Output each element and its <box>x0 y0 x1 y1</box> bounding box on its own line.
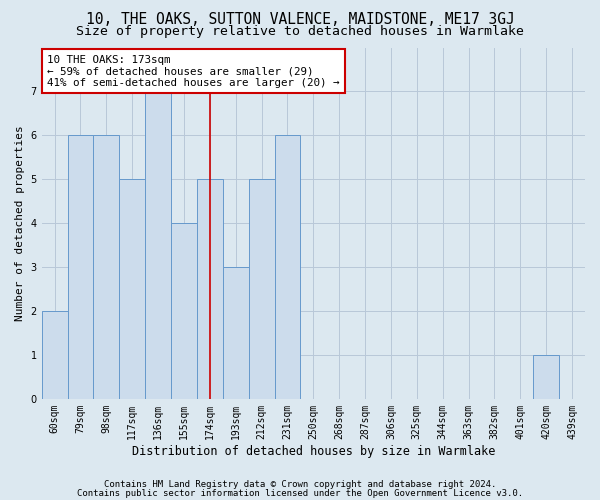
Bar <box>119 180 145 399</box>
Bar <box>197 180 223 399</box>
Bar <box>145 92 171 399</box>
X-axis label: Distribution of detached houses by size in Warmlake: Distribution of detached houses by size … <box>131 444 495 458</box>
Text: Contains HM Land Registry data © Crown copyright and database right 2024.: Contains HM Land Registry data © Crown c… <box>104 480 496 489</box>
Bar <box>41 311 68 399</box>
Text: 10 THE OAKS: 173sqm
← 59% of detached houses are smaller (29)
41% of semi-detach: 10 THE OAKS: 173sqm ← 59% of detached ho… <box>47 54 340 88</box>
Bar <box>223 267 248 399</box>
Bar <box>248 180 275 399</box>
Y-axis label: Number of detached properties: Number of detached properties <box>15 126 25 321</box>
Text: Size of property relative to detached houses in Warmlake: Size of property relative to detached ho… <box>76 25 524 38</box>
Bar <box>171 223 197 399</box>
Text: 10, THE OAKS, SUTTON VALENCE, MAIDSTONE, ME17 3GJ: 10, THE OAKS, SUTTON VALENCE, MAIDSTONE,… <box>86 12 514 28</box>
Bar <box>94 136 119 399</box>
Text: Contains public sector information licensed under the Open Government Licence v3: Contains public sector information licen… <box>77 488 523 498</box>
Bar <box>275 136 301 399</box>
Bar <box>533 355 559 399</box>
Bar <box>68 136 94 399</box>
